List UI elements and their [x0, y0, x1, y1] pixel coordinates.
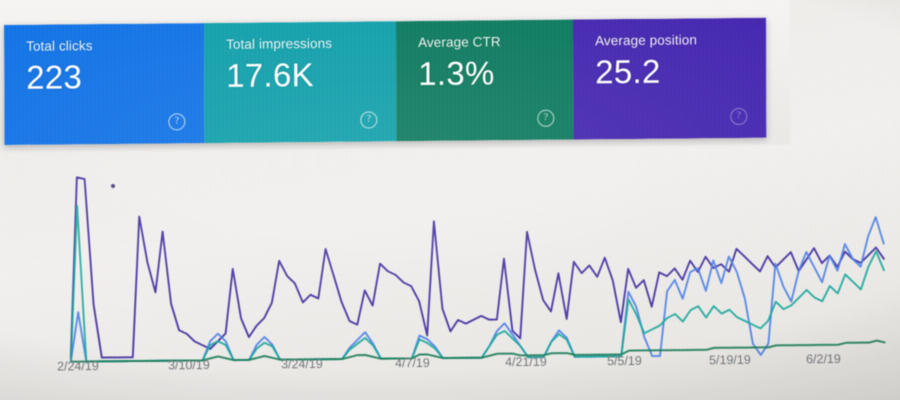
help-circle-icon[interactable]: ? — [537, 109, 555, 127]
x-axis-tick-label: 5/5/19 — [606, 353, 642, 369]
stray-data-point — [111, 184, 115, 188]
metric-value: 25.2 — [595, 52, 661, 91]
metric-card-total-impressions[interactable]: Total impressions 17.6K ? — [203, 21, 397, 144]
metric-card-total-clicks[interactable]: Total clicks 223 ? — [4, 23, 205, 146]
help-circle-icon[interactable]: ? — [360, 111, 378, 129]
x-axis-tick-label: 2/24/19 — [56, 359, 99, 374]
chart-series-line — [69, 176, 885, 359]
metrics-card-strip: Total clicks 223 ? Total impressions 17.… — [4, 17, 767, 146]
x-axis-tick-label: 4/7/19 — [394, 355, 430, 371]
x-axis-tick-label: 5/19/19 — [708, 352, 751, 368]
metric-label: Total impressions — [226, 35, 333, 52]
x-axis-tick-label: 3/24/19 — [280, 356, 323, 372]
x-axis-tick-label: 6/2/19 — [805, 351, 841, 367]
chart-series-line — [69, 204, 885, 363]
metric-value: 223 — [26, 58, 83, 96]
metric-value: 1.3% — [418, 54, 495, 93]
metric-label: Average position — [595, 32, 697, 49]
metric-label: Total clicks — [26, 38, 93, 54]
metric-label: Average CTR — [418, 34, 501, 51]
help-circle-icon[interactable]: ? — [168, 113, 186, 131]
x-axis-tick-label: 3/10/19 — [167, 357, 210, 373]
metric-value: 17.6K — [226, 56, 314, 94]
help-circle-icon[interactable]: ? — [730, 107, 748, 126]
x-axis-tick-label: 4/21/19 — [504, 354, 547, 370]
metric-card-average-position[interactable]: Average position 25.2 ? — [572, 17, 767, 140]
metric-card-average-ctr[interactable]: Average CTR 1.3% ? — [395, 19, 574, 142]
